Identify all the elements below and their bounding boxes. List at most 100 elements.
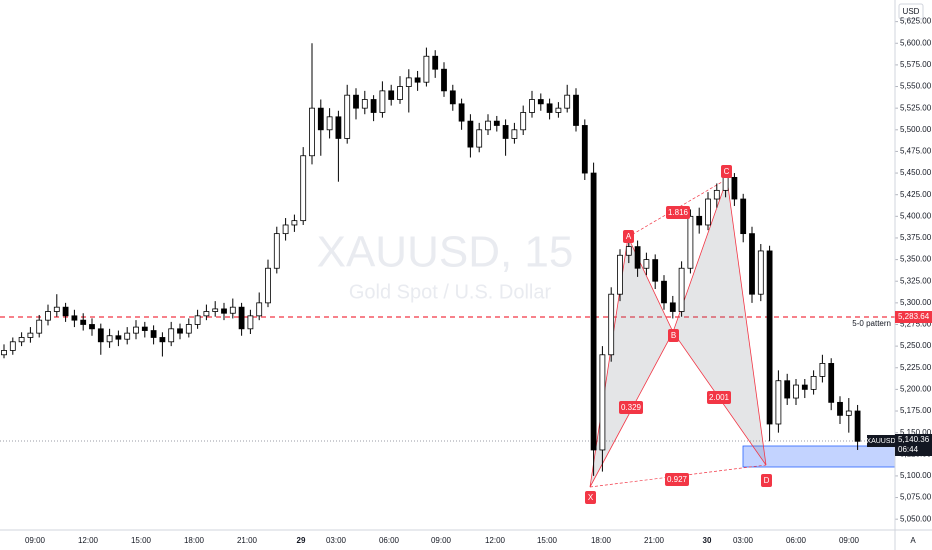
candle-body [485,120,491,131]
point-box [721,165,732,178]
point-label: X [588,493,594,502]
y-tick-label: 5,400.00 [900,211,932,220]
candle-body [141,326,148,331]
candle-body [414,77,421,83]
candle-body [757,250,764,295]
x-tick-label: 06:00 [379,536,400,545]
ratio-box [619,401,643,414]
candle-body [150,330,157,338]
candle-body [423,55,430,83]
candle-body [203,311,210,317]
candle-body [62,306,69,317]
candle-body [441,68,447,92]
candle-body [854,410,861,442]
candle-body [678,267,685,312]
x-tick-label: 30 [703,536,712,545]
symbol-tag [867,434,895,447]
y-tick-label: 5,550.00 [900,82,932,91]
candle-body [133,326,139,334]
candle-body [247,315,254,330]
overlay: X A B C D 0.329 1.816 2.001 0.927 [585,165,772,504]
candle-body [801,384,808,390]
ratio-label: 2.001 [709,393,730,402]
point-label: A [626,232,632,241]
candle-body [793,384,799,399]
candle-body [168,328,175,343]
candle-body [608,293,615,356]
price-tag [895,433,932,456]
x-tick-label: 09:00 [839,536,860,545]
candle-body [265,267,271,304]
countdown-label: 06:44 [898,445,919,454]
candle-body [845,410,852,416]
candle-body [53,306,60,312]
candle-body [18,337,25,343]
point-box [623,230,634,243]
y-tick-label: 5,175.00 [900,406,932,415]
x-tick-label: 09:00 [431,536,452,545]
x-tick-label: 15:00 [537,536,558,545]
candle-body [493,120,500,126]
candle-body [194,315,201,325]
y-tick-label: 5,475.00 [900,147,932,156]
candle-body [212,308,219,312]
candle-body [581,125,588,174]
candle-body [696,215,703,226]
candle-body [229,306,236,314]
auto-scale[interactable]: A [910,536,916,545]
candle-body [687,215,694,269]
currency[interactable]: USD [903,7,920,16]
candle-body [97,328,104,343]
candle-body [819,363,826,377]
candle-body [643,259,650,269]
candle-body [238,306,245,330]
candle-body [634,246,641,269]
y-tick-label: 5,225.00 [900,363,932,372]
point-label: C [724,167,730,176]
x-tick-label: 18:00 [184,536,205,545]
candle-body [828,363,835,403]
y-tick-label: 5,450.00 [900,168,932,177]
candle-body [511,129,518,139]
candles [1,43,861,476]
candle-body [520,112,527,131]
candle-body [546,103,553,113]
candle-body [397,86,403,100]
x-tick-label: 15:00 [131,536,152,545]
candle-body [784,380,791,399]
y-tick-label: 5,600.00 [900,38,932,47]
candle-body [529,99,535,113]
price-label: 5,140.36 [898,435,930,444]
candle-body [291,220,298,226]
candle-body [590,172,597,451]
y-tick-label: 5,625.00 [900,17,932,26]
candle-body [617,254,623,295]
currency-box[interactable] [898,3,924,20]
x-tick-label: 03:00 [326,536,347,545]
y-tick-label: 5,250.00 [900,341,932,350]
candle-body [124,332,131,340]
point-label: D [764,476,770,485]
candle-body [344,94,351,139]
point-box [585,491,596,504]
candle-body [625,246,632,256]
candle-body [159,337,166,343]
y-tick-label: 5,575.00 [900,60,932,69]
y-tick-label: 5,425.00 [900,190,932,199]
ratio-label: 0.329 [621,403,642,412]
x-tick-label: 06:00 [786,536,807,545]
candle-body [300,155,307,222]
candle-body [388,90,395,100]
candle-body [27,332,34,338]
hline-label: 5,283.64 [898,312,930,321]
candle-body [458,103,465,122]
candle-body [669,302,676,312]
x-tick-label: 03:00 [733,536,754,545]
symbol-label: XAUUSD [866,438,895,445]
candle-body [221,308,227,314]
ratio-box [666,206,690,219]
candle-body [370,99,377,113]
x-tick-label: 29 [297,536,306,545]
candle-body [564,94,571,109]
